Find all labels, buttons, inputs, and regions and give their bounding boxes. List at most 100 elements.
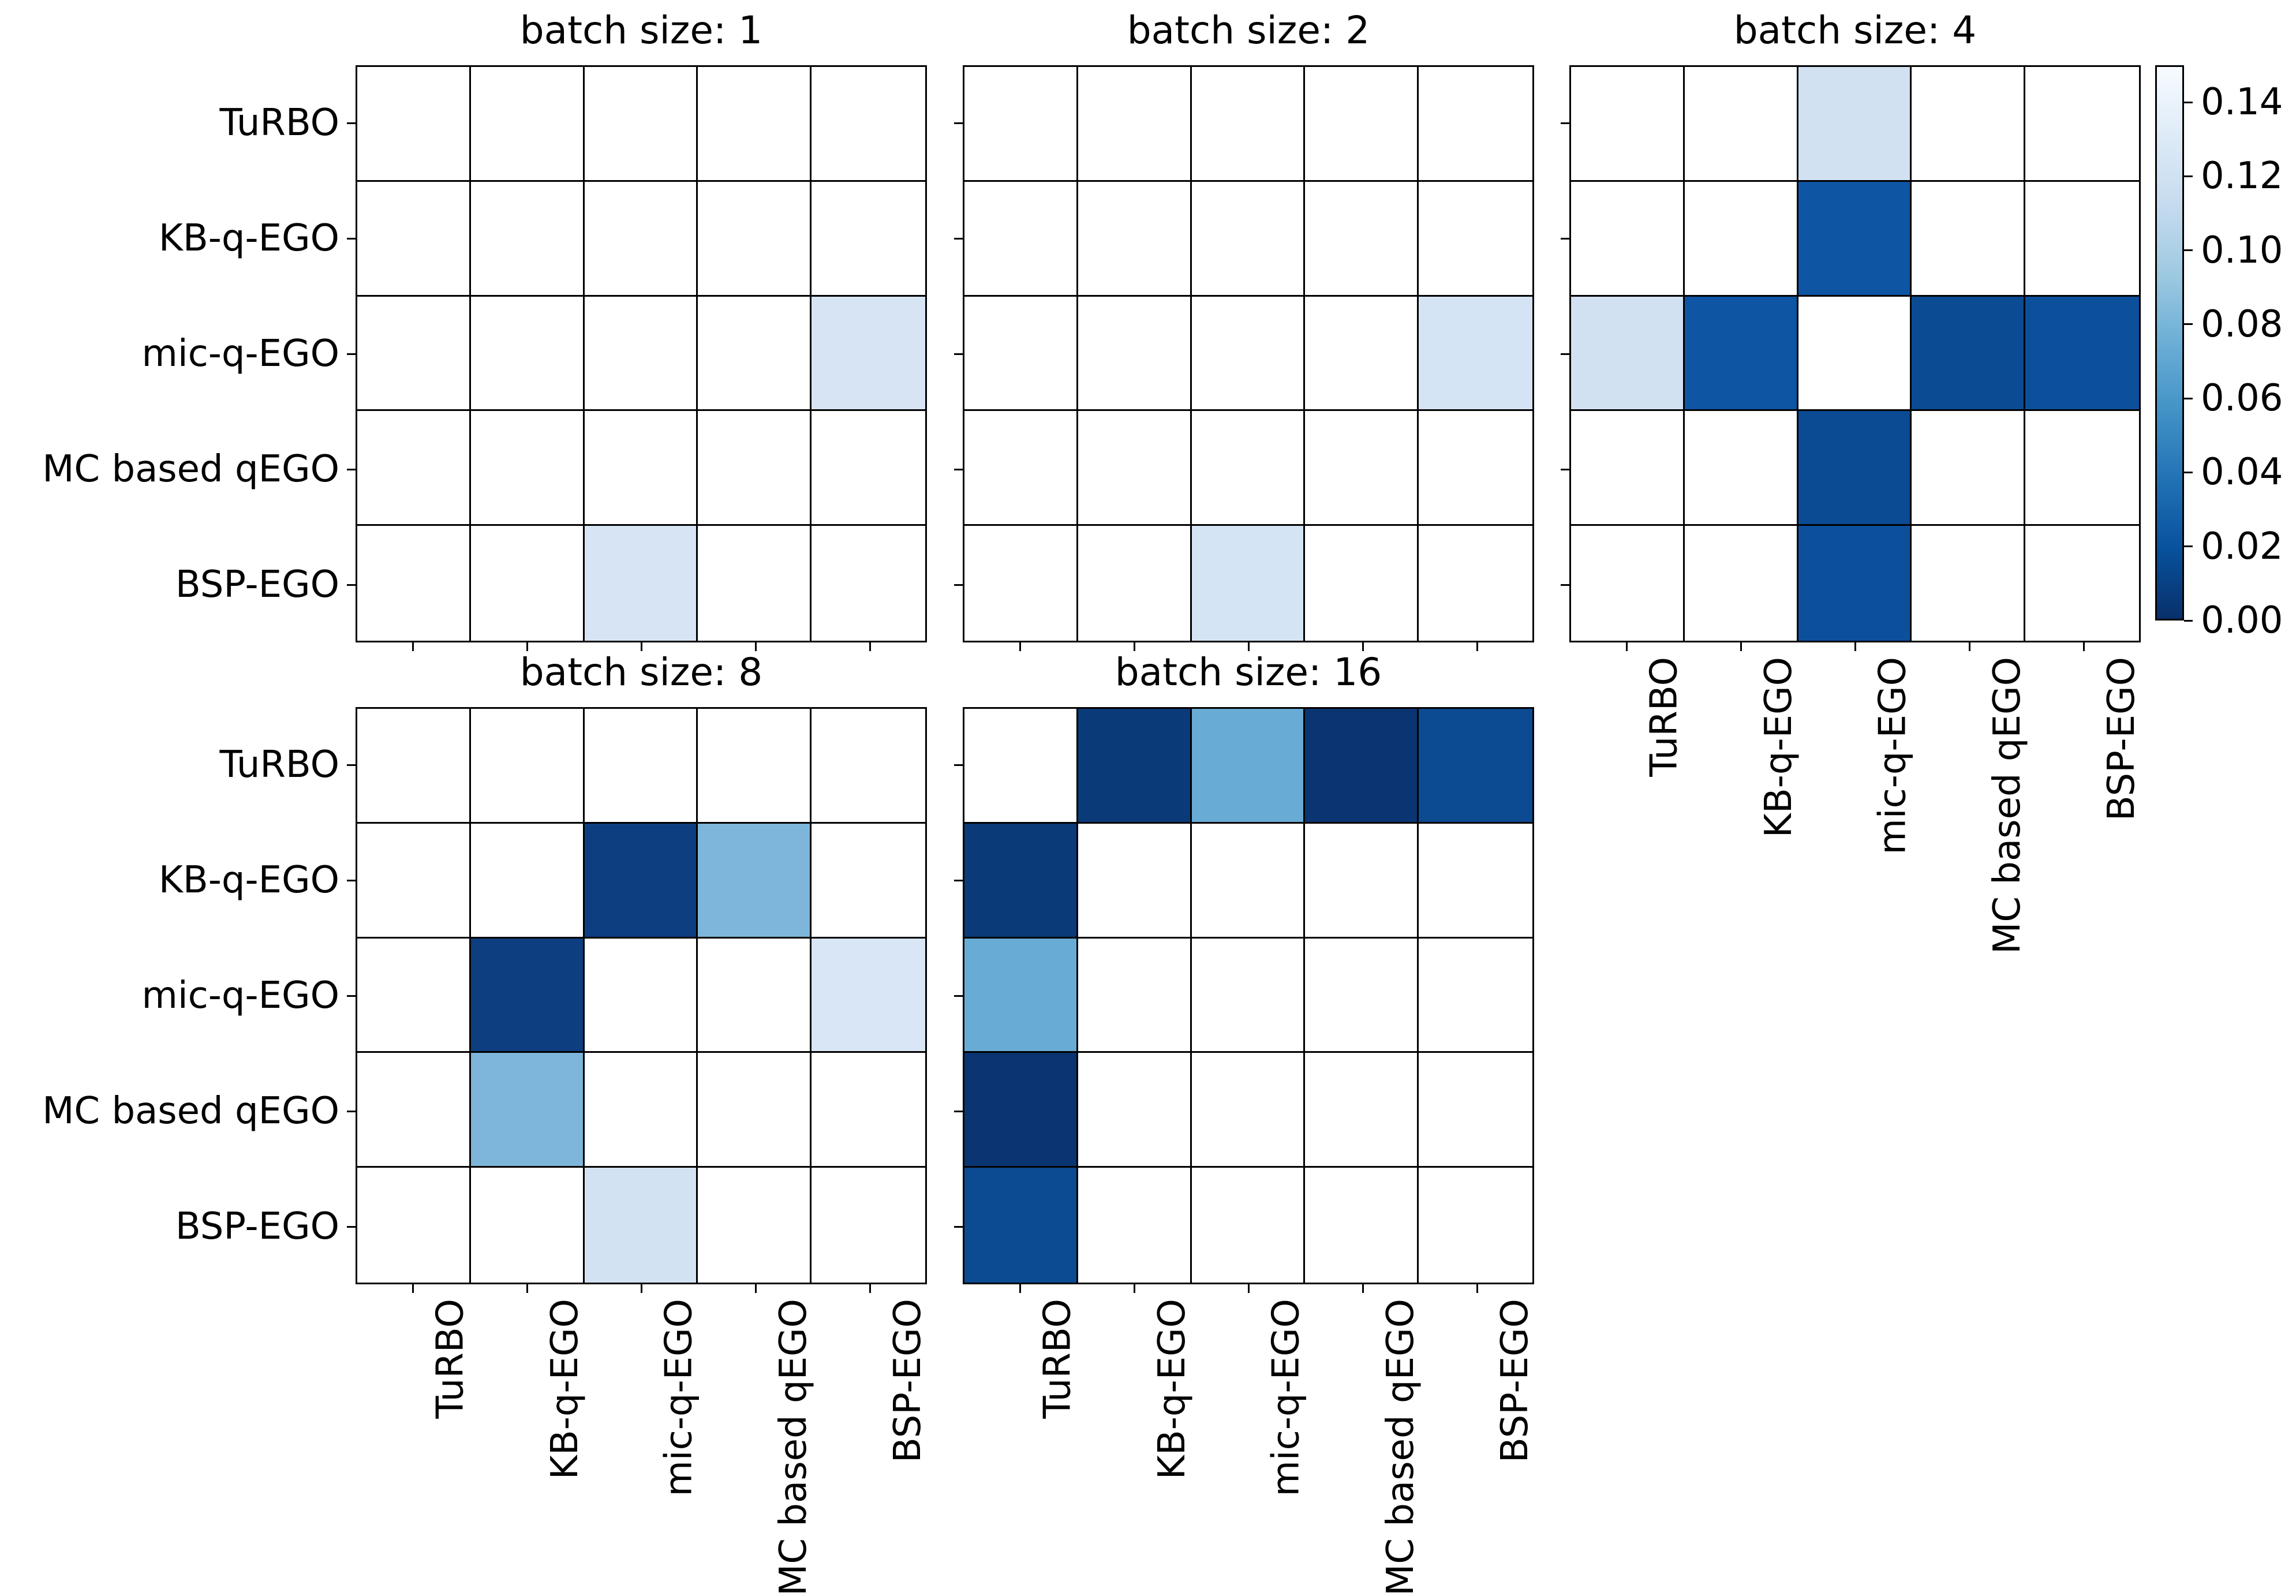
heatmap-cell [357,181,471,297]
heatmap-cell [1571,181,1685,297]
y-tick-label: BSP-EGO [175,1205,339,1248]
colorbar-tick-label: 0.10 [2201,229,2283,272]
heatmap-cell [1571,67,1685,182]
x-tick-mark [1247,1284,1250,1293]
heatmap-cell [1912,526,2026,641]
y-tick-mark [347,879,356,881]
x-tick-mark [640,642,642,651]
y-tick-label: KB-q-EGO [158,859,339,902]
y-tick-mark [347,122,356,124]
colorbar-tick-label: 0.14 [2201,81,2283,124]
x-tick-mark [869,1284,871,1293]
subplot-title-batch-16: batch size: 16 [1115,650,1382,694]
heatmap-cell [357,296,471,412]
x-tick-mark [1625,642,1628,651]
heatmap-cell [584,823,698,939]
x-tick-mark [1476,1284,1478,1293]
heatmap-cell [698,181,812,297]
colorbar-tick-mark [2184,619,2193,622]
heatmap-cell [812,526,925,641]
x-tick-mark [412,1284,414,1293]
heatmap-cell [470,938,585,1053]
colorbar-tick-label: 0.00 [2201,599,2283,642]
colorbar-tick-mark [2184,249,2193,252]
heatmap-axes-batch-4 [1569,65,2141,642]
heatmap-cell [584,938,698,1053]
heatmap-cell [1305,938,1419,1053]
colorbar-tick-label: 0.06 [2201,377,2283,420]
heatmap-cell [698,411,812,526]
heatmap-cell [812,411,925,526]
heatmap-cell [1684,411,1798,526]
heatmap-cell [1078,1168,1192,1283]
heatmap-cell [1305,709,1419,824]
x-tick-mark [1968,642,1970,651]
heatmap-cell [698,1168,812,1283]
heatmap-cell [812,181,925,297]
heatmap-cell [964,1053,1078,1168]
x-tick-label: KB-q-EGO [1151,1299,1194,1480]
heatmap-cell [1912,296,2026,412]
y-tick-label: mic-q-EGO [141,332,339,375]
y-tick-mark [954,468,963,470]
heatmap-cell [964,938,1078,1053]
x-tick-mark [1133,642,1135,651]
x-tick-label: BSP-EGO [1494,1299,1536,1463]
heatmap-cell [1191,823,1306,939]
heatmap-cell [1305,823,1419,939]
heatmap-cell [698,709,812,824]
heatmap-cell [2025,181,2139,297]
heatmap-cell [1912,411,2026,526]
heatmap-cell [1419,823,1532,939]
heatmap-cell [1419,1168,1532,1283]
heatmap-cell [1191,526,1306,641]
heatmap-cell [584,1053,698,1168]
x-tick-label: BSP-EGO [887,1299,929,1463]
x-tick-mark [412,642,414,651]
heatmap-cell [470,181,585,297]
heatmap-cell [1684,67,1798,182]
heatmap-cell [1078,1053,1192,1168]
y-tick-mark [954,237,963,240]
heatmap-cell [1078,181,1192,297]
heatmap-cell [1798,526,1912,641]
heatmap-cell [1571,526,1685,641]
heatmap-cell [1078,709,1192,824]
heatmap-cell [1571,296,1685,412]
colorbar-tick-mark [2184,545,2193,548]
heatmap-cell [1305,411,1419,526]
heatmap-cell [1078,938,1192,1053]
heatmap-cell [1684,181,1798,297]
y-tick-mark [954,353,963,355]
heatmap-cell [1191,1053,1306,1168]
x-tick-mark [1854,642,1856,651]
heatmap-cell [698,1053,812,1168]
heatmap-cell [357,709,471,824]
heatmap-cell [1419,526,1532,641]
heatmap-cell [584,411,698,526]
heatmap-cell [1305,296,1419,412]
heatmap-cell [812,823,925,939]
heatmap-cell [1305,1053,1419,1168]
x-tick-mark [526,642,528,651]
heatmap-cell [1191,938,1306,1053]
heatmap-cell [698,67,812,182]
heatmap-cell [2025,411,2139,526]
colorbar-tick-label: 0.08 [2201,302,2283,346]
heatmap-cell [812,1168,925,1283]
heatmap-cell [357,526,471,641]
y-tick-mark [347,764,356,766]
heatmap-cell [1191,709,1306,824]
x-tick-label: KB-q-EGO [1757,657,1800,838]
x-tick-mark [1362,1284,1364,1293]
heatmap-cell [964,526,1078,641]
heatmap-cell [1912,181,2026,297]
x-tick-mark [1476,642,1478,651]
x-tick-mark [1247,642,1250,651]
heatmap-cell [1305,67,1419,182]
heatmap-cell [1078,411,1192,526]
y-tick-mark [1561,122,1569,124]
heatmap-cell [470,296,585,412]
y-tick-mark [347,468,356,470]
heatmap-cell [1078,823,1192,939]
